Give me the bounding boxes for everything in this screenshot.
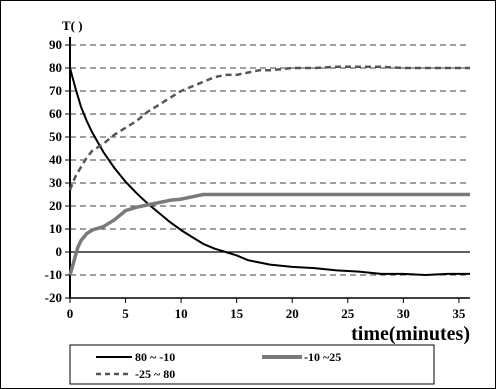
- y-tick-label: 50: [49, 129, 62, 144]
- legend: 80 ~ -10 -10 ~25 -25 ~ 80: [69, 344, 435, 385]
- y-tick-label: 30: [49, 175, 62, 190]
- series-lines: [68, 65, 470, 276]
- y-tick-label: 10: [49, 221, 62, 236]
- y-tick-label: 90: [49, 37, 62, 52]
- y-axis-title: T( ): [62, 18, 83, 33]
- y-tick-label: 40: [49, 152, 62, 167]
- x-tick-label: 20: [286, 306, 299, 321]
- y-tick-label: 20: [49, 198, 62, 213]
- series-line-1: [69, 67, 470, 276]
- legend-label-series-3: -25 ~ 80: [135, 367, 175, 381]
- y-tick-label: 70: [49, 83, 62, 98]
- x-tick-label: 15: [230, 306, 244, 321]
- legend-label-series-1: 80 ~ -10: [135, 350, 175, 364]
- y-tick-label: 60: [49, 106, 62, 121]
- x-tick-label: 25: [341, 306, 355, 321]
- legend-label-series-2: -10 ~25: [304, 350, 341, 364]
- y-tick-label: -20: [45, 290, 62, 305]
- series-line-3: [68, 65, 470, 191]
- x-axis-title: time(minutes): [351, 323, 470, 345]
- y-tick-label: -10: [45, 267, 62, 282]
- x-tick-label: 0: [67, 306, 74, 321]
- x-tick-label: 10: [175, 306, 188, 321]
- gridlines: [70, 44, 470, 276]
- legend-box: [69, 344, 435, 385]
- x-tick-label: 30: [397, 306, 410, 321]
- y-tick-label: 0: [56, 244, 63, 259]
- y-tick-label: 80: [49, 60, 62, 75]
- x-tick-label: 35: [452, 306, 466, 321]
- x-tick-label: 5: [122, 306, 129, 321]
- series-line-2: [68, 192, 470, 276]
- axes: -20 -10 0 10 20 30 40 50 60 70 80 90 0 5 10 15 20 25 30 35: [45, 37, 470, 321]
